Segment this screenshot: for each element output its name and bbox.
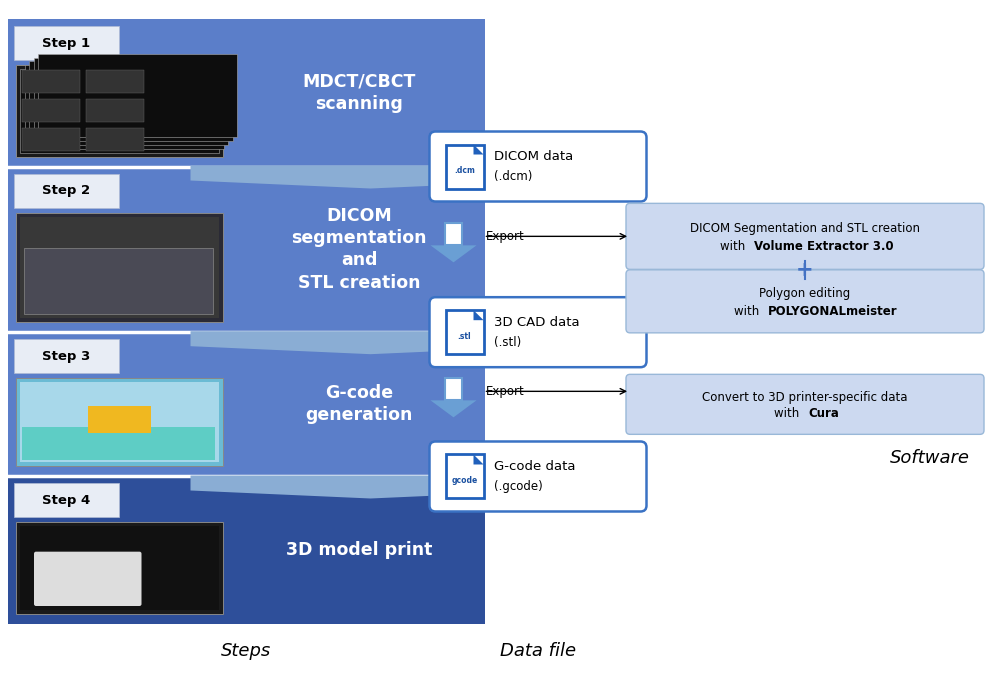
FancyBboxPatch shape xyxy=(8,19,485,166)
Text: G-code data: G-code data xyxy=(494,460,575,473)
Polygon shape xyxy=(190,331,550,354)
FancyBboxPatch shape xyxy=(29,61,228,145)
Text: Export: Export xyxy=(485,385,525,398)
Text: with: with xyxy=(720,240,749,253)
FancyBboxPatch shape xyxy=(14,340,119,373)
FancyBboxPatch shape xyxy=(14,174,119,208)
FancyBboxPatch shape xyxy=(86,71,144,93)
Polygon shape xyxy=(190,166,550,189)
Polygon shape xyxy=(473,454,483,464)
FancyBboxPatch shape xyxy=(445,223,462,245)
FancyBboxPatch shape xyxy=(446,454,483,498)
Text: +: + xyxy=(796,259,813,280)
FancyBboxPatch shape xyxy=(626,203,984,270)
FancyBboxPatch shape xyxy=(89,407,151,433)
Text: Volume Extractor 3.0: Volume Extractor 3.0 xyxy=(754,240,893,253)
FancyBboxPatch shape xyxy=(25,65,224,149)
Text: Cura: Cura xyxy=(809,407,839,420)
FancyBboxPatch shape xyxy=(446,145,483,189)
Text: MDCT/CBCT
scanning: MDCT/CBCT scanning xyxy=(303,73,416,113)
FancyBboxPatch shape xyxy=(22,427,215,460)
Text: (.stl): (.stl) xyxy=(494,335,521,349)
FancyBboxPatch shape xyxy=(16,213,223,323)
Text: G-code
generation: G-code generation xyxy=(306,384,413,424)
Text: Data file: Data file xyxy=(500,642,576,660)
Text: DICOM data: DICOM data xyxy=(494,150,573,163)
FancyBboxPatch shape xyxy=(14,26,119,60)
Text: (.dcm): (.dcm) xyxy=(494,170,531,183)
FancyBboxPatch shape xyxy=(430,132,647,202)
FancyBboxPatch shape xyxy=(24,249,213,314)
FancyBboxPatch shape xyxy=(86,128,144,151)
FancyBboxPatch shape xyxy=(446,310,483,354)
Text: .dcm: .dcm xyxy=(455,166,475,175)
FancyBboxPatch shape xyxy=(86,99,144,122)
Text: Polygon editing: Polygon editing xyxy=(759,287,851,300)
Text: Steps: Steps xyxy=(222,642,271,660)
FancyBboxPatch shape xyxy=(430,297,647,367)
Text: Export: Export xyxy=(485,230,525,243)
FancyBboxPatch shape xyxy=(20,69,219,153)
Text: POLYGONALmeister: POLYGONALmeister xyxy=(767,305,897,318)
Text: .stl: .stl xyxy=(458,332,471,341)
Polygon shape xyxy=(431,245,476,262)
Text: Step 4: Step 4 xyxy=(42,494,91,507)
Text: Software: Software xyxy=(890,449,970,467)
FancyBboxPatch shape xyxy=(16,378,223,466)
Polygon shape xyxy=(473,310,483,320)
FancyBboxPatch shape xyxy=(14,483,119,517)
FancyBboxPatch shape xyxy=(34,551,142,606)
FancyBboxPatch shape xyxy=(20,382,219,462)
FancyBboxPatch shape xyxy=(16,523,223,614)
Text: with: with xyxy=(774,407,804,420)
FancyBboxPatch shape xyxy=(34,58,233,141)
FancyBboxPatch shape xyxy=(8,477,485,624)
FancyBboxPatch shape xyxy=(626,270,984,333)
FancyBboxPatch shape xyxy=(22,71,80,93)
Text: Step 3: Step 3 xyxy=(42,350,91,363)
FancyBboxPatch shape xyxy=(22,99,80,122)
FancyBboxPatch shape xyxy=(16,65,223,156)
Text: gcode: gcode xyxy=(452,477,477,485)
FancyBboxPatch shape xyxy=(8,332,485,477)
Text: Step 2: Step 2 xyxy=(42,184,91,197)
Polygon shape xyxy=(190,475,550,498)
Text: 3D CAD data: 3D CAD data xyxy=(494,316,579,329)
FancyBboxPatch shape xyxy=(38,54,237,137)
FancyBboxPatch shape xyxy=(445,378,462,401)
Text: DICOM
segmentation
and
STL creation: DICOM segmentation and STL creation xyxy=(291,207,427,292)
Text: DICOM Segmentation and STL creation: DICOM Segmentation and STL creation xyxy=(690,222,920,235)
FancyBboxPatch shape xyxy=(626,374,984,435)
Text: Step 1: Step 1 xyxy=(42,37,91,50)
FancyBboxPatch shape xyxy=(20,526,219,610)
FancyBboxPatch shape xyxy=(8,166,485,332)
FancyBboxPatch shape xyxy=(430,441,647,511)
FancyBboxPatch shape xyxy=(20,217,219,318)
Text: Convert to 3D printer-specific data: Convert to 3D printer-specific data xyxy=(702,390,908,403)
FancyBboxPatch shape xyxy=(22,128,80,151)
Text: (.gcode): (.gcode) xyxy=(494,480,542,493)
Text: 3D model print: 3D model print xyxy=(286,541,432,559)
Polygon shape xyxy=(431,401,476,418)
Polygon shape xyxy=(473,145,483,155)
Text: with: with xyxy=(734,305,762,318)
